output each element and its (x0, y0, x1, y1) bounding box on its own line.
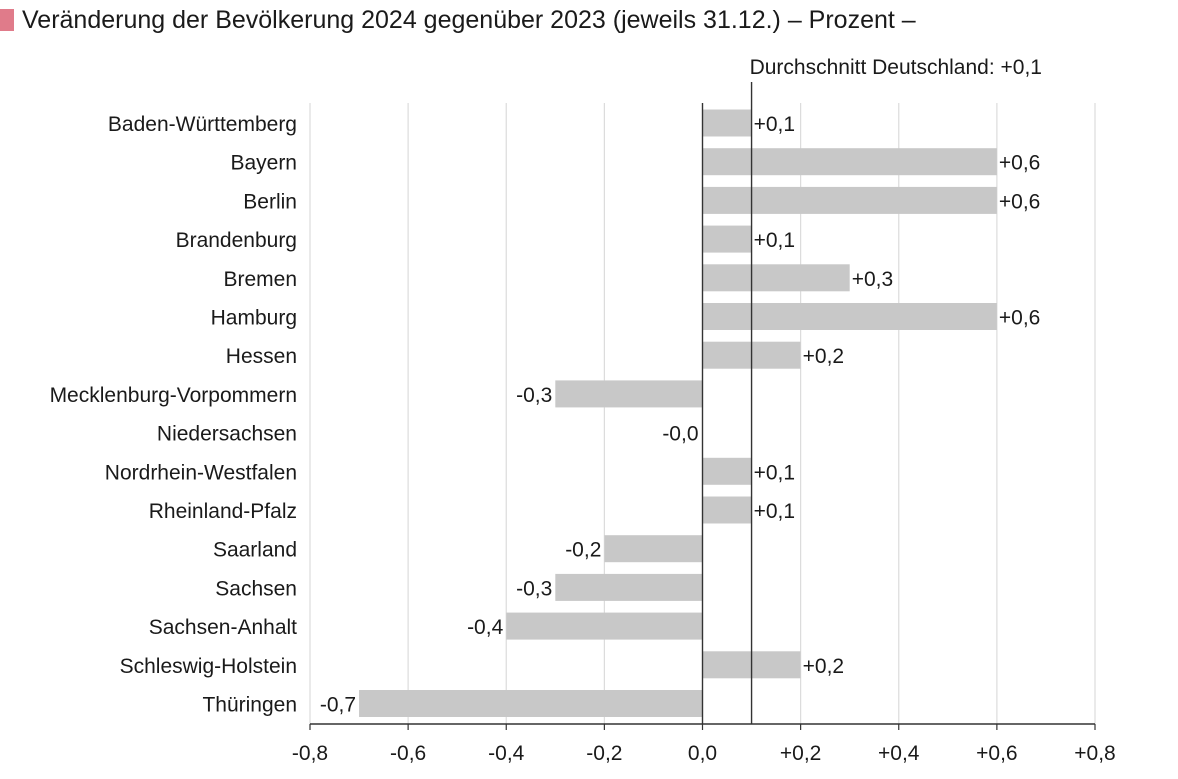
category-label: Mecklenburg-Vorpommern (50, 384, 297, 407)
data-label: +0,2 (803, 655, 844, 678)
chart-title: Veränderung der Bevölkerung 2024 gegenüb… (0, 4, 916, 36)
x-tick-label: 0,0 (688, 742, 717, 765)
category-label: Berlin (243, 190, 297, 213)
x-tick-label: -0,8 (292, 742, 328, 765)
x-tick-label: -0,2 (586, 742, 622, 765)
x-tick-label: +0,4 (878, 742, 920, 765)
category-label: Niedersachsen (157, 423, 297, 446)
data-label: +0,2 (803, 345, 844, 368)
category-label: Schleswig-Holstein (120, 655, 297, 678)
data-label: -0,4 (467, 616, 504, 639)
category-label: Hamburg (211, 307, 297, 330)
data-label: +0,1 (754, 229, 795, 252)
category-label: Bremen (223, 268, 297, 291)
bar (702, 303, 997, 330)
category-label: Baden-Württemberg (108, 113, 297, 136)
data-label: +0,1 (754, 461, 795, 484)
data-label: -0,3 (516, 384, 552, 407)
category-label: Rheinland-Pfalz (149, 500, 297, 523)
title-marker (0, 9, 14, 31)
chart-title-text: Veränderung der Bevölkerung 2024 gegenüb… (22, 5, 916, 34)
labels-layer: Baden-Württemberg +0,1 Bayern +0,6 Berlin +0,… (50, 56, 1116, 765)
bars-layer (359, 109, 997, 717)
bar (702, 264, 850, 292)
category-label: Nordrhein-Westfalen (105, 461, 297, 484)
bar (555, 380, 703, 408)
data-label: -0,7 (320, 694, 356, 717)
data-label: -0,0 (662, 423, 698, 446)
data-label: -0,2 (565, 539, 601, 562)
bar (359, 690, 703, 717)
x-tick-label: +0,8 (1074, 742, 1115, 765)
data-label: +0,6 (999, 152, 1040, 175)
category-label: Thüringen (202, 694, 297, 717)
x-tick-label: -0,6 (390, 742, 426, 765)
category-label: Saarland (213, 539, 297, 562)
average-reference-label: Durchschnitt Deutschland: +0,1 (750, 56, 1042, 79)
x-tick-label: +0,2 (780, 742, 821, 765)
category-label: Sachsen-Anhalt (149, 616, 297, 639)
bar (702, 109, 752, 137)
data-label: +0,3 (852, 268, 893, 291)
data-label: +0,6 (999, 190, 1040, 213)
bar (702, 186, 997, 214)
bar (702, 496, 752, 524)
category-label: Bayern (230, 152, 297, 175)
data-label: +0,6 (999, 307, 1040, 330)
bar (702, 148, 997, 176)
data-label: -0,3 (516, 577, 552, 600)
bar (702, 225, 752, 253)
bar (506, 612, 703, 640)
category-label: Hessen (226, 345, 297, 368)
bar (702, 457, 752, 485)
data-label: +0,1 (754, 500, 795, 523)
category-label: Sachsen (215, 577, 297, 600)
bar (555, 573, 703, 601)
x-tick-label: -0,4 (488, 742, 525, 765)
bar (604, 535, 703, 563)
data-label: +0,1 (754, 113, 795, 136)
axis-layer (309, 82, 1096, 730)
category-label: Brandenburg (176, 229, 297, 252)
x-tick-label: +0,6 (976, 742, 1017, 765)
